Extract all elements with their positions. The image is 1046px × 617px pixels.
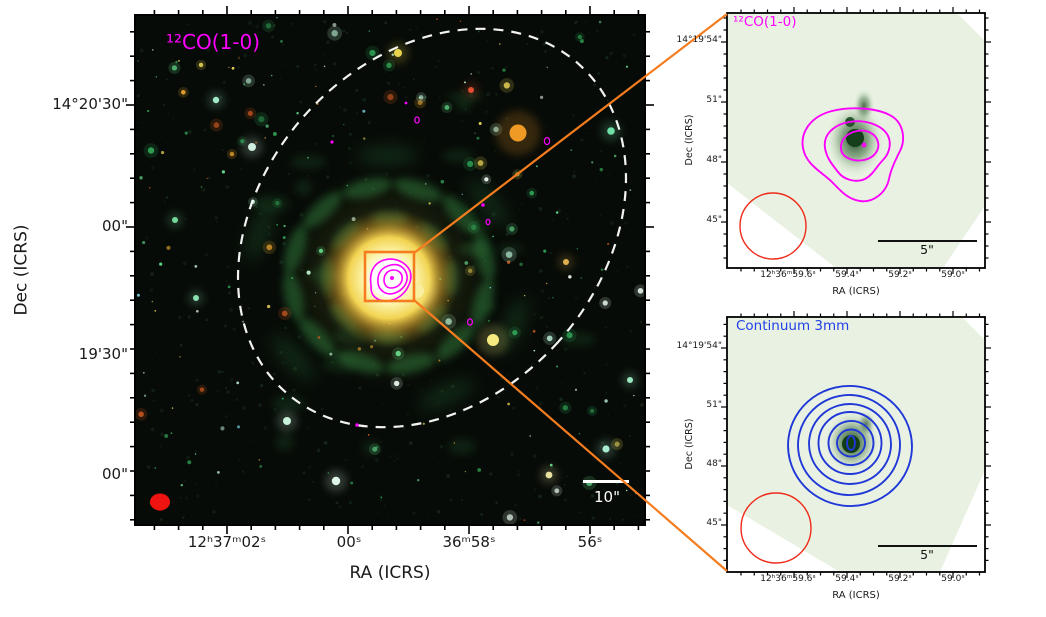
scalebar-label-continuum: 5"	[920, 547, 934, 562]
cont-ytick-3: 45"	[706, 518, 722, 528]
main-ticks	[126, 6, 654, 534]
co-ytick-0: 14°19'54"	[676, 35, 722, 45]
co-zoom-label: ¹²CO(1-0)	[733, 14, 797, 30]
main-border	[134, 14, 646, 526]
field-corner-cut	[963, 318, 984, 339]
main-panel	[126, 6, 654, 534]
co-ylabel: Dec (ICRS)	[683, 114, 695, 166]
continuum-contours	[787, 385, 913, 507]
connector-line-top	[413, 13, 728, 254]
co-border	[726, 12, 986, 269]
main-co-label: ¹²CO(1-0)	[166, 30, 261, 54]
continuum-ticks	[721, 311, 991, 578]
connector-line-bottom	[413, 299, 728, 572]
co-ytick-3: 45"	[706, 215, 722, 225]
main-ylabel: Dec (ICRS)	[11, 224, 32, 316]
scalebar-continuum	[878, 545, 977, 547]
scalebar-co	[878, 240, 977, 242]
co-contours-main	[369, 258, 412, 302]
cont-xtick-2: 59.2ˢ	[888, 574, 912, 584]
main-xtick-1: 00ˢ	[336, 533, 362, 551]
cont-ytick-1: 51"	[706, 400, 722, 410]
main-ytick-3: 00"	[102, 465, 128, 483]
fov-dashed-ellipse	[236, 27, 628, 429]
co-xtick-0: 12ʰ36ᵐ59.6ˢ	[760, 270, 816, 280]
main-xtick-2: 36ᵐ58ˢ	[442, 533, 496, 551]
beam-circle-continuum	[740, 492, 812, 564]
main-xlabel: RA (ICRS)	[349, 563, 431, 583]
scalebar-main	[583, 480, 629, 483]
co-xtick-2: 59.2ˢ	[888, 270, 912, 280]
field-corner-cut	[728, 505, 839, 571]
continuum-ylabel: Dec (ICRS)	[683, 418, 695, 470]
main-xtick-0: 12ʰ37ᵐ02ˢ	[187, 533, 267, 551]
cont-ytick-2: 48"	[706, 459, 722, 469]
scalebar-label-co: 5"	[920, 242, 934, 257]
zoom-box	[363, 250, 416, 303]
co-xtick-1: 59.4ˢ	[835, 270, 859, 280]
cont-xtick-1: 59.4ˢ	[835, 574, 859, 584]
cont-ytick-0: 14°19'54"	[676, 341, 722, 351]
co-ytick-2: 48"	[706, 155, 722, 165]
main-ytick-1: 00"	[102, 217, 128, 235]
scalebar-label-main: 10"	[594, 488, 620, 506]
beam-ellipse-main	[150, 493, 170, 511]
field-corner-cut	[943, 207, 984, 267]
bright-stars	[167, 42, 638, 492]
main-ytick-2: 19'30"	[78, 345, 128, 363]
continuum-label: Continuum 3mm	[736, 318, 850, 334]
field-corner-cut	[958, 14, 984, 40]
co-xlabel: RA (ICRS)	[832, 286, 880, 297]
cont-xtick-0: 12ʰ36ᵐ59.6ˢ	[760, 574, 816, 584]
main-xtick-3: 56ˢ	[577, 533, 603, 551]
galaxy-core	[277, 166, 501, 390]
beam-circle-co	[739, 192, 807, 260]
field-corner-cut	[728, 183, 835, 267]
co-contours-zoom	[801, 107, 905, 203]
continuum-panel	[721, 311, 991, 578]
cont-xtick-3: 59.0ˢ	[941, 574, 965, 584]
continuum-xlabel: RA (ICRS)	[832, 590, 880, 601]
co-ticks	[721, 7, 991, 274]
co-zoom-panel	[721, 7, 991, 274]
co-xtick-3: 59.0ˢ	[941, 270, 965, 280]
co-ytick-1: 51"	[706, 95, 722, 105]
co-contour-specks	[330, 101, 551, 427]
main-ytick-0: 14°20'30"	[52, 95, 128, 113]
continuum-border	[726, 316, 986, 573]
